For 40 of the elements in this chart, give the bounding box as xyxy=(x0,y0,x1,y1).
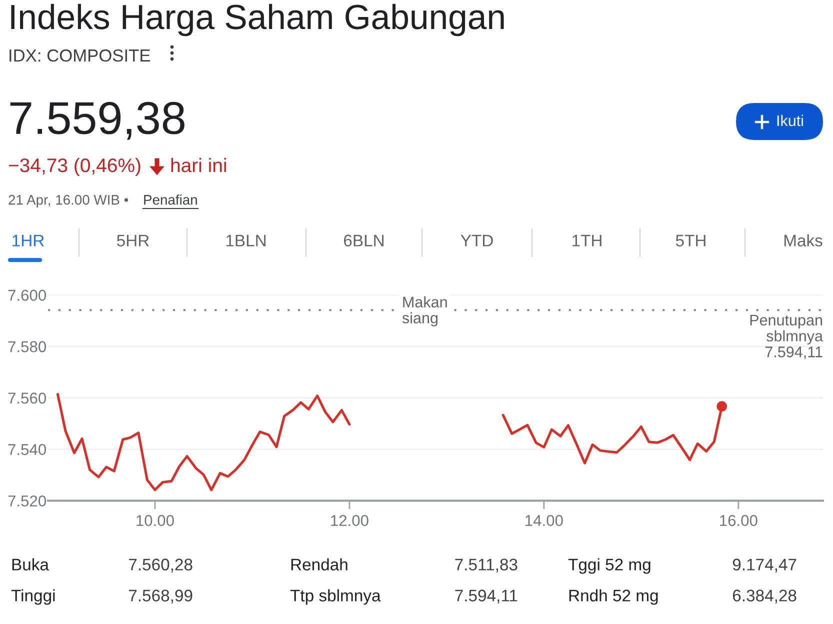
text: −34,73 (0,46%) xyxy=(8,158,140,176)
text: YTD xyxy=(460,234,493,246)
text: 7.594,11 xyxy=(455,590,518,604)
x-tick-label: 12.00 xyxy=(331,515,368,526)
text: hari ini xyxy=(171,158,226,172)
y-tick-label: 7.540 xyxy=(8,444,46,456)
text: Tggi 52 mg xyxy=(568,558,650,574)
text: 7.560,28 xyxy=(128,558,192,572)
x-tick-label: 14.00 xyxy=(526,515,563,526)
text: 5TH xyxy=(676,234,706,246)
text: 9.174,47 xyxy=(732,558,796,572)
chart-subtitle: IDX: COMPOSITE xyxy=(10,49,150,62)
y-tick-label: 7.520 xyxy=(8,495,46,507)
line-series xyxy=(56,393,351,492)
y-tick-label: 7.600 xyxy=(8,290,46,301)
y-tick-label: 7.560 xyxy=(8,392,46,404)
text: Tinggi xyxy=(11,589,55,605)
text: 6.384,28 xyxy=(732,590,796,604)
text: 5HR xyxy=(116,234,149,246)
text: Rendah xyxy=(291,558,348,570)
text: 1TH xyxy=(572,234,602,246)
ref-line-label: Penutupan sblmnya 7.594,11 xyxy=(750,314,823,360)
y-tick-label: 7.580 xyxy=(8,341,46,352)
text: Buka xyxy=(12,558,49,570)
text: Rndh 52 mg xyxy=(569,589,658,605)
text: Ttp sblmnya xyxy=(290,589,381,605)
text: Ikuti xyxy=(777,114,803,126)
text: Maks xyxy=(784,234,822,246)
text: 21 Apr, 16.00 WIB • xyxy=(8,194,128,208)
x-tick-label: 16.00 xyxy=(720,515,758,526)
text: 1HR xyxy=(12,234,44,246)
text: 7.511,83 xyxy=(455,558,518,572)
text: 1BLN xyxy=(226,234,266,246)
x-tick-label: 10.00 xyxy=(136,515,174,526)
chart-title: Indeks Harga Saham Gabungan xyxy=(11,4,504,36)
text: Penafian xyxy=(144,194,197,205)
annotation: Makan siang xyxy=(402,296,447,326)
text: 7.568,99 xyxy=(128,590,192,604)
text: 6BLN xyxy=(344,234,384,246)
text: 7.559,38 xyxy=(10,102,184,140)
